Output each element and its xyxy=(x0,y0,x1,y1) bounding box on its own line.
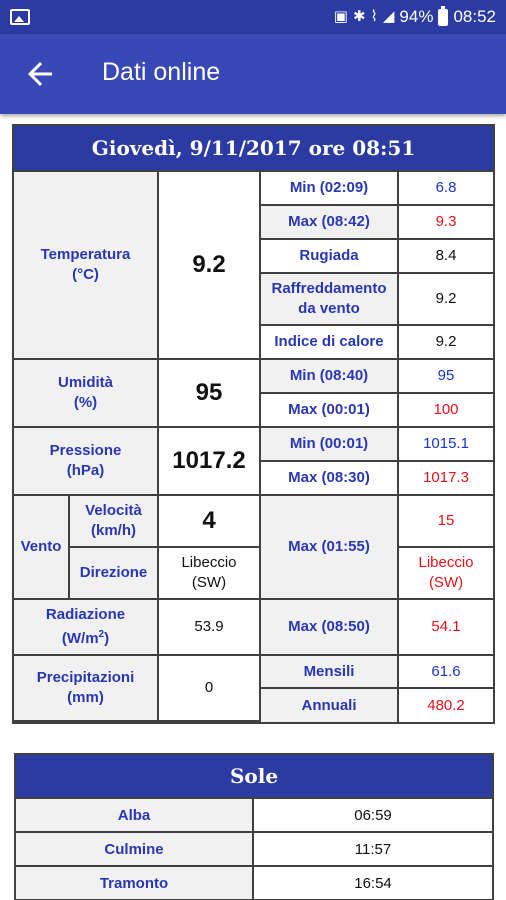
alba-value: 06:59 xyxy=(254,799,493,833)
pressione-min-value: 1015.1 xyxy=(399,428,494,462)
status-icons: ▣ ✱ ⌇ ◢ 94% 08:52 xyxy=(333,5,496,28)
precipitazioni-value: 0 xyxy=(159,656,261,722)
vento-max-direction: Libeccio (SW) xyxy=(399,548,494,600)
wifi-icon: ⌇ xyxy=(370,8,378,25)
tramonto-value: 16:54 xyxy=(254,867,493,900)
velocita-label: Velocità (km/h) xyxy=(70,496,159,548)
battery-icon xyxy=(438,5,449,26)
pressione-min-label: Min (00:01) xyxy=(261,428,399,462)
temp-min-label: Min (02:09) xyxy=(261,172,399,206)
annuali-value: 480.2 xyxy=(427,696,465,714)
vento-max-speed: 15 xyxy=(399,496,494,548)
pressione-value: 1017.2 xyxy=(159,428,261,496)
status-bar: ▣ ✱ ⌇ ◢ 94% 08:52 xyxy=(0,0,506,34)
vibrate-icon: ▣ xyxy=(333,8,348,25)
indice-calore-value: 9.2 xyxy=(399,326,494,360)
radiazione-max-value: 54.1 xyxy=(399,600,494,656)
rugiada-value: 8.4 xyxy=(399,240,494,274)
culmine-label: Culmine xyxy=(16,833,254,867)
umidita-value: 95 xyxy=(159,360,261,428)
pressione-max-label: Max (08:30) xyxy=(261,462,399,496)
signal-icon: ◢ xyxy=(382,8,395,25)
sole-table: Sole Alba 06:59 Culmine 11:57 Tramonto 1… xyxy=(14,753,495,900)
radiazione-value: 53.9 xyxy=(159,600,261,656)
raffreddamento-label: Raffreddamento da vento xyxy=(261,274,399,326)
annuali-label: Annuali xyxy=(261,689,399,722)
date-header: Giovedì, 9/11/2017 ore 08:51 xyxy=(14,126,494,172)
sole-header: Sole xyxy=(16,755,493,799)
culmine-value: 11:57 xyxy=(254,833,493,867)
pressione-label: Pressione (hPa) xyxy=(14,428,159,496)
vento-max-label: Max (01:55) xyxy=(261,496,399,600)
tramonto-label: Tramonto xyxy=(16,867,254,900)
temperatura-value: 9.2 xyxy=(159,172,261,360)
app-bar: Dati online xyxy=(0,34,506,114)
umidita-min-label: Min (08:40) xyxy=(261,360,399,394)
umidita-max-value: 100 xyxy=(399,394,494,428)
indice-calore-label: Indice di calore xyxy=(261,326,399,360)
direzione-value: Libeccio (SW) xyxy=(159,548,261,600)
temperatura-label: Temperatura (°C) xyxy=(14,172,159,360)
umidita-label: Umidità (%) xyxy=(14,360,159,428)
mensili-label: Mensili xyxy=(261,656,399,689)
battery-percent: 94% xyxy=(399,7,434,26)
umidita-min-value: 95 xyxy=(399,360,494,394)
precipitazioni-label: Precipitazioni (mm) xyxy=(14,656,159,722)
radiazione-label: Radiazione (W/m2) xyxy=(14,600,159,656)
temp-max-label: Max (08:42) xyxy=(261,206,399,240)
clock: 08:52 xyxy=(453,7,496,26)
weather-table: Giovedì, 9/11/2017 ore 08:51 Temperatura… xyxy=(12,124,496,724)
vento-label: Vento xyxy=(14,496,70,600)
rugiada-label: Rugiada xyxy=(261,240,399,274)
pressione-max-value: 1017.3 xyxy=(399,462,494,496)
temp-min-value: 6.8 xyxy=(399,172,494,206)
umidita-max-label: Max (00:01) xyxy=(261,394,399,428)
mensili-value: 61.6 xyxy=(399,656,494,689)
image-icon xyxy=(10,9,30,25)
bluetooth-icon: ✱ xyxy=(352,8,366,25)
page-title: Dati online xyxy=(102,58,221,86)
radiazione-max-label: Max (08:50) xyxy=(261,600,399,656)
velocita-value: 4 xyxy=(159,496,261,548)
alba-label: Alba xyxy=(16,799,254,833)
direzione-label: Direzione xyxy=(70,548,159,600)
arrow-back-icon[interactable] xyxy=(22,56,58,92)
raffreddamento-value: 9.2 xyxy=(399,274,494,326)
temp-max-value: 9.3 xyxy=(399,206,494,240)
